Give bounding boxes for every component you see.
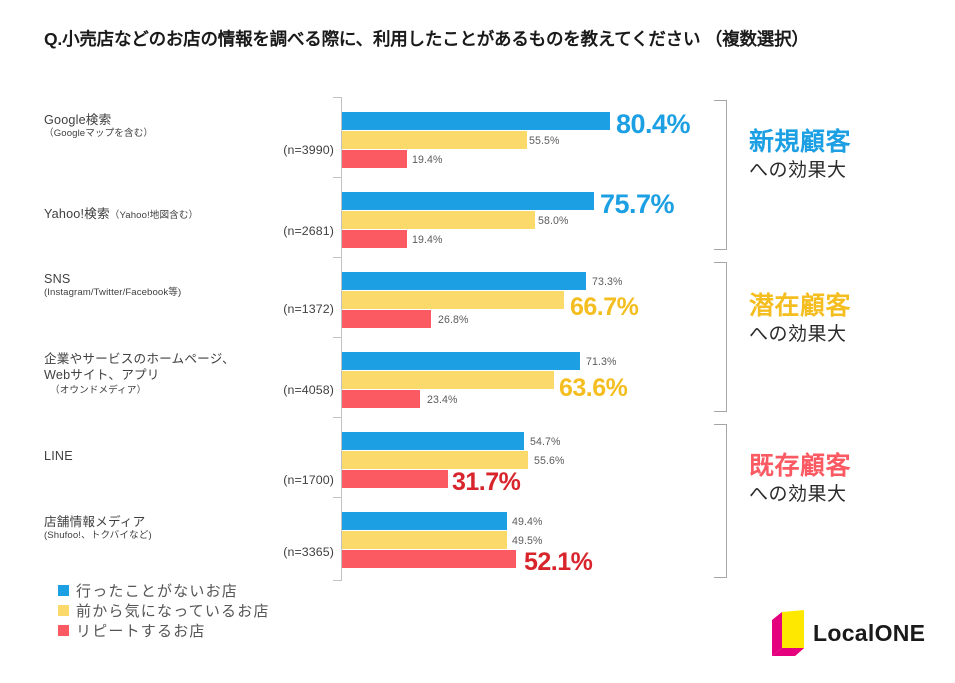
chart-legend: 行ったことがないお店 前から気になっているお店 リピートするお店 [58, 580, 270, 640]
bar-5-interested [342, 531, 507, 549]
legend-label: リピートするお店 [76, 622, 206, 640]
bar-5-no-visit [342, 512, 507, 530]
category-sublabel: (Instagram/Twitter/Facebook等) [44, 287, 182, 299]
category-name: Yahoo!検索（Yahoo!地図含む） [44, 207, 199, 221]
bar-2-interested [342, 291, 564, 309]
group-bracket-potential-customer [714, 262, 727, 412]
category-sample-size: (n=1700) [283, 473, 334, 488]
category-sample-size: (n=3365) [283, 544, 334, 559]
value-label-3-interested: 63.6% [559, 374, 628, 402]
value-label-2-interested: 66.7% [570, 293, 639, 321]
annotation-heading: 潜在顧客 [749, 292, 852, 320]
bar-4-repeat [342, 470, 448, 488]
value-label-2-no-visit: 73.3% [592, 276, 623, 288]
brand-logo: LocalONE [770, 610, 925, 656]
category-name-line2: Webサイト、アプリ [44, 368, 160, 383]
annotation-subtext: への効果大 [749, 483, 847, 505]
value-label-4-repeat: 31.7% [452, 468, 521, 496]
bar-0-repeat [342, 150, 407, 168]
bar-1-interested [342, 211, 535, 229]
bar-3-interested [342, 371, 554, 389]
category-sublabel: (Shufoo!、トクバイなど) [44, 530, 152, 542]
category-name: Google検索 [44, 113, 112, 127]
category-label-1: Yahoo!検索（Yahoo!地図含む） (n=2681) [44, 206, 334, 238]
bar-1-repeat [342, 230, 407, 248]
category-sample-size: (n=2681) [283, 224, 334, 239]
legend-label: 前から気になっているお店 [76, 602, 270, 620]
localone-logo-icon [772, 610, 804, 656]
annotation-heading: 新規顧客 [749, 128, 852, 156]
value-label-0-no-visit: 80.4% [616, 109, 691, 139]
bar-5-repeat [342, 550, 516, 568]
value-label-5-repeat: 52.1% [524, 548, 593, 576]
category-sample-size: (n=1372) [283, 301, 334, 316]
category-name: SNS [44, 272, 71, 286]
category-label-0: Google検索 （Googleマップを含む） (n=3990) [44, 112, 334, 157]
logo-wordmark: LocalONE [813, 619, 926, 646]
category-label-2: SNS (Instagram/Twitter/Facebook等) (n=137… [44, 271, 334, 316]
bar-0-interested [342, 131, 527, 149]
legend-item-interested[interactable]: 前から気になっているお店 [58, 600, 270, 620]
value-label-4-interested: 55.6% [534, 455, 565, 467]
axis-tick [333, 177, 341, 179]
category-sample-size: (n=3990) [283, 142, 334, 157]
bar-2-no-visit [342, 272, 586, 290]
axis-tick [333, 97, 341, 99]
category-label-3: 企業やサービスのホームページ、 Webサイト、アプリ （オウンドメディア） (n… [44, 351, 334, 397]
annotation-new-customer: 新規顧客 への効果大 [749, 128, 851, 183]
group-bracket-existing-customer [714, 424, 727, 578]
page-title: Q.小売店などのお店の情報を調べる際に、利用したことがあるものを教えてください … [44, 29, 809, 49]
bar-0-no-visit [342, 112, 610, 130]
category-sublabel: （Googleマップを含む） [44, 128, 154, 140]
annotation-subtext: への効果大 [749, 323, 847, 345]
legend-item-repeat[interactable]: リピートするお店 [58, 620, 270, 640]
category-sublabel: （Yahoo!地図含む） [109, 210, 199, 221]
bar-3-repeat [342, 390, 420, 408]
value-label-5-interested: 49.5% [512, 535, 543, 547]
axis-tick [333, 337, 341, 339]
bar-1-no-visit [342, 192, 594, 210]
value-label-5-no-visit: 49.4% [512, 516, 543, 528]
value-label-0-repeat: 19.4% [412, 154, 443, 166]
annotation-subtext: への効果大 [749, 159, 847, 181]
value-label-3-repeat: 23.4% [427, 394, 458, 406]
bar-4-no-visit [342, 432, 524, 450]
axis-tick [333, 417, 341, 419]
value-label-4-no-visit: 54.7% [530, 436, 561, 448]
category-name: LINE [44, 449, 73, 463]
annotation-potential-customer: 潜在顧客 への効果大 [749, 292, 851, 347]
chart-axis-line [341, 97, 343, 581]
legend-swatch-icon [58, 624, 69, 636]
value-label-1-repeat: 19.4% [412, 234, 443, 246]
value-label-1-no-visit: 75.7% [600, 189, 675, 219]
axis-tick [333, 580, 341, 582]
bar-3-no-visit [342, 352, 580, 370]
value-label-0-interested: 55.5% [529, 135, 560, 147]
annotation-existing-customer: 既存顧客 への効果大 [749, 452, 851, 507]
axis-tick [333, 257, 341, 259]
legend-swatch-icon [58, 604, 69, 616]
annotation-heading: 既存顧客 [749, 452, 852, 480]
axis-tick [333, 497, 341, 499]
category-name: 企業やサービスのホームページ、 [44, 352, 235, 366]
value-label-2-repeat: 26.8% [438, 314, 469, 326]
value-label-3-no-visit: 71.3% [586, 356, 617, 368]
bar-4-interested [342, 451, 528, 469]
category-label-4: LINE (n=1700) [44, 448, 334, 487]
category-sublabel: （オウンドメディア） [50, 384, 147, 396]
legend-swatch-icon [58, 584, 69, 596]
group-bracket-new-customer [714, 100, 727, 250]
category-sample-size: (n=4058) [283, 383, 334, 398]
legend-label: 行ったことがないお店 [76, 582, 239, 600]
bar-2-repeat [342, 310, 431, 328]
category-label-5: 店舗情報メディア (Shufoo!、トクバイなど) (n=3365) [44, 514, 334, 559]
legend-item-no-visit[interactable]: 行ったことがないお店 [58, 580, 270, 600]
category-name: 店舗情報メディア [44, 515, 146, 529]
value-label-1-interested: 58.0% [538, 215, 569, 227]
